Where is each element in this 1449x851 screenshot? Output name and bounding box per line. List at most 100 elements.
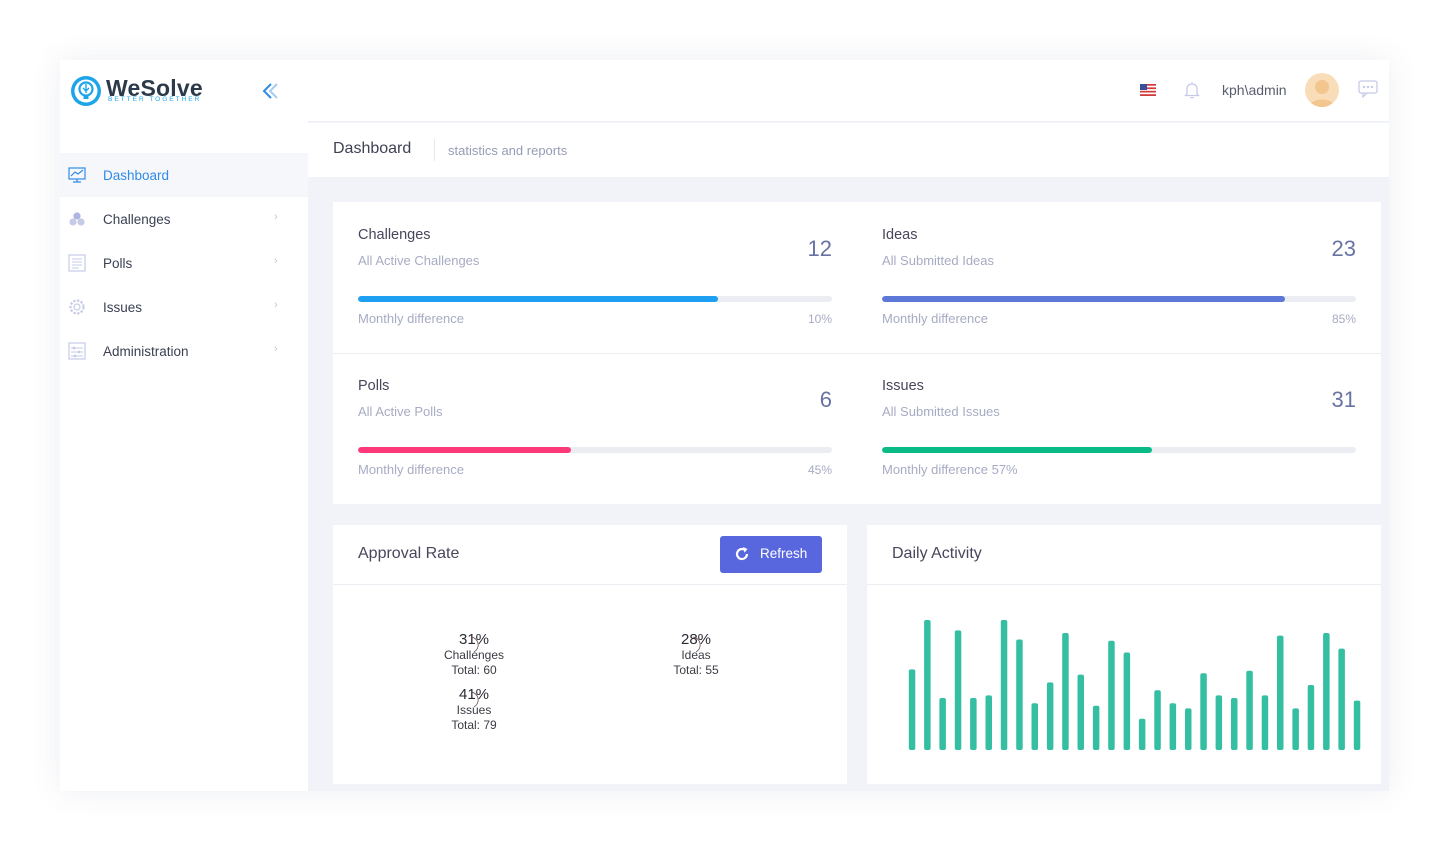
daily-activity-card: Daily Activity	[867, 525, 1381, 784]
progress-fill	[882, 296, 1285, 302]
stat-challenges: Challenges All Active Challenges 12 Mont…	[358, 202, 832, 352]
progress-fill	[882, 447, 1153, 453]
sidebar-item-polls[interactable]: Polls ›	[60, 241, 308, 285]
refresh-button-label: Refresh	[760, 546, 808, 561]
list-document-icon	[68, 254, 86, 272]
donut-arc	[470, 691, 479, 708]
cubes-icon	[69, 212, 85, 226]
chevron-right-icon: ›	[274, 211, 278, 223]
brand-name: WeSolve	[106, 75, 203, 101]
stat-diff-label: Monthly difference	[358, 311, 464, 326]
us-flag-icon[interactable]	[1140, 84, 1156, 96]
sidebar-item-dashboard[interactable]: Dashboard	[60, 153, 308, 197]
progress-track	[882, 447, 1356, 453]
sidebar: WeSolve BETTER TOGETHER Dashboard	[60, 60, 308, 791]
subheader: Dashboard statistics and reports	[308, 123, 1389, 177]
username[interactable]: kph\admin	[1222, 82, 1287, 98]
approval-percent: 28%	[680, 631, 712, 648]
activity-bar	[1046, 682, 1054, 750]
activity-bar	[1000, 620, 1008, 750]
stat-title: Polls	[358, 378, 390, 394]
activity-bar	[908, 669, 916, 750]
activity-bar	[985, 695, 992, 750]
stat-ideas: Ideas All Submitted Ideas 23 Monthly dif…	[882, 202, 1356, 352]
approval-rate-card: Approval Rate Refresh 31% Challenges Tot…	[333, 525, 847, 784]
page-title: Dashboard	[333, 140, 412, 157]
chevron-right-icon: ›	[274, 299, 278, 311]
stat-diff-label: Monthly difference	[358, 462, 464, 477]
stat-value: 6	[819, 387, 832, 412]
settings-panel-icon	[68, 342, 86, 360]
activity-bar	[954, 630, 962, 750]
refresh-icon	[735, 547, 749, 561]
stats-panel: Challenges All Active Challenges 12 Mont…	[333, 202, 1381, 504]
activity-bar	[924, 620, 931, 750]
activity-bar	[1123, 652, 1131, 750]
stat-subtitle: All Submitted Issues	[882, 404, 1000, 419]
stat-percent: 45%	[807, 463, 832, 477]
refresh-button[interactable]: Refresh	[720, 536, 822, 573]
activity-bar	[1062, 633, 1069, 750]
stats-divider	[333, 353, 1381, 354]
activity-bar	[1169, 703, 1177, 750]
activity-bar	[970, 698, 977, 750]
approval-percent: 41%	[458, 686, 490, 703]
approval-total: Total: 60	[451, 663, 497, 677]
approval-total: Total: 55	[673, 663, 719, 677]
approval-name: Issues	[456, 703, 492, 717]
stat-subtitle: All Submitted Ideas	[882, 253, 995, 268]
gear-icon	[69, 299, 85, 315]
activity-bar	[1031, 703, 1038, 750]
avatar[interactable]	[1305, 73, 1339, 107]
progress-fill	[358, 296, 719, 302]
stat-diff-label: Monthly difference 57%	[882, 462, 1018, 477]
progress-track	[358, 296, 832, 302]
brand-tagline: BETTER TOGETHER	[108, 96, 202, 103]
card-header: Daily Activity	[867, 525, 1381, 585]
bell-icon[interactable]	[1182, 80, 1202, 100]
card-header: Approval Rate Refresh	[333, 525, 847, 585]
sidebar-item-label: Polls	[103, 255, 133, 271]
sidebar-item-administration[interactable]: Administration ›	[60, 329, 308, 373]
stat-value: 12	[807, 236, 832, 261]
activity-bar	[1138, 718, 1146, 750]
stat-value: 31	[1331, 387, 1356, 412]
progress-track	[358, 447, 832, 453]
brand: WeSolve BETTER TOGETHER	[60, 60, 308, 122]
activity-bar	[1077, 674, 1084, 750]
activity-bar	[1092, 705, 1100, 750]
card-title: Daily Activity	[892, 545, 982, 562]
sidebar-item-label: Issues	[103, 299, 143, 315]
logo-lightbulb-icon	[71, 76, 101, 106]
activity-bar	[1185, 708, 1192, 750]
activity-bar	[1016, 639, 1023, 750]
activity-bar	[1231, 698, 1238, 750]
chart-line-icon	[68, 167, 86, 183]
daily-activity-chart	[908, 620, 1361, 750]
sidebar-item-challenges[interactable]: Challenges ›	[60, 197, 308, 241]
stat-issues: Issues All Submitted Issues 31 Monthly d…	[882, 353, 1356, 503]
activity-bar	[1277, 635, 1284, 750]
sidebar-item-label: Dashboard	[103, 167, 170, 183]
sidebar-item-label: Administration	[103, 343, 189, 359]
collapse-sidebar-icon[interactable]	[260, 80, 282, 102]
stat-title: Issues	[882, 378, 924, 394]
subheader-separator	[434, 139, 435, 161]
approval-percent: 31%	[458, 631, 490, 648]
chevron-right-icon: ›	[274, 343, 278, 355]
approval-item-ideas: 28% Ideas Total: 55	[641, 632, 751, 678]
approval-item-issues: 41% Issues Total: 79	[419, 687, 529, 733]
progress-track	[882, 296, 1356, 302]
stat-polls: Polls All Active Polls 6 Monthly differe…	[358, 353, 832, 503]
stat-percent: 10%	[807, 312, 832, 326]
stat-subtitle: All Active Challenges	[358, 253, 480, 268]
activity-bar	[1215, 695, 1223, 750]
stat-diff-label: Monthly difference	[882, 311, 988, 326]
approval-name: Challenges	[443, 648, 505, 662]
sidebar-item-issues[interactable]: Issues ›	[60, 285, 308, 329]
approval-name: Ideas	[681, 648, 711, 662]
activity-bar	[1154, 690, 1161, 750]
chevron-right-icon: ›	[274, 255, 278, 267]
chat-bubble-icon[interactable]	[1358, 80, 1378, 98]
app-window: WeSolve BETTER TOGETHER Dashboard	[60, 60, 1389, 791]
